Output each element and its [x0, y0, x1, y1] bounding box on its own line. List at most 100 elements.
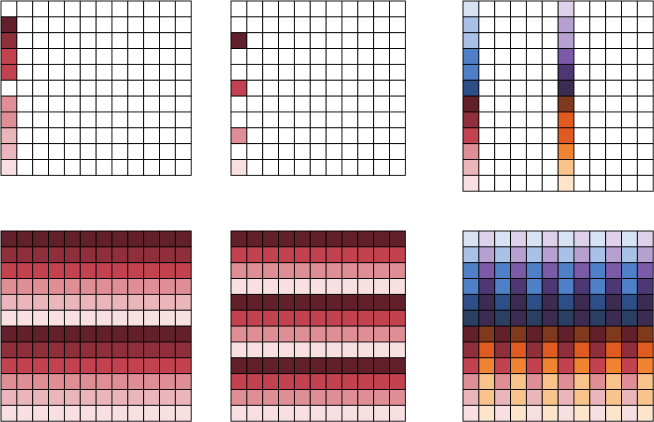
grid-cell: [510, 127, 527, 145]
grid-cell: [589, 0, 607, 18]
grid-cell: [621, 341, 638, 359]
grid-cell: [557, 357, 575, 375]
grid-cell: [95, 373, 113, 390]
grid-cell: [357, 262, 375, 280]
grid-cell: [0, 341, 18, 359]
grid-cell: [278, 111, 295, 129]
grid-cell: [357, 159, 375, 176]
grid-cell: [478, 143, 496, 160]
grid-cell: [573, 111, 591, 129]
grid-cell: [636, 143, 654, 160]
grid-cell: [325, 127, 343, 145]
grid-cell: [636, 389, 654, 406]
grid-cell: [159, 159, 176, 176]
grid-cell: [494, 341, 512, 359]
grid-cell: [557, 111, 575, 129]
grid-cell: [293, 79, 311, 97]
grid-cell: [525, 309, 543, 327]
grid-cell: [389, 262, 406, 280]
grid-cell: [525, 127, 543, 145]
grid-cell: [462, 111, 480, 129]
grid-cell: [636, 32, 654, 50]
grid-cell: [159, 0, 176, 18]
grid-cell: [174, 127, 192, 145]
grid-cell: [357, 127, 375, 145]
grid-cell: [541, 159, 559, 176]
grid-cell: [79, 293, 97, 311]
grid-cell: [557, 230, 575, 248]
grid-cell: [16, 278, 34, 295]
grid-cell: [373, 309, 390, 327]
grid-cell: [95, 246, 113, 264]
grid-cell: [95, 111, 113, 129]
grid-cell: [0, 48, 18, 65]
grid-cell: [230, 95, 248, 113]
grid-cell: [230, 63, 248, 81]
grid-cell: [541, 404, 559, 422]
grid-cell: [16, 325, 34, 343]
grid-cell: [309, 373, 327, 390]
grid-cell: [79, 341, 97, 359]
grid-cell: [293, 389, 311, 406]
grid-cell: [111, 246, 129, 264]
grid-cell: [373, 32, 390, 50]
grid-cell: [246, 262, 264, 280]
grid-cell: [510, 159, 527, 176]
grid-cell: [325, 341, 343, 359]
grid-cell: [462, 143, 480, 160]
grid-cell: [32, 325, 50, 343]
grid-cell: [636, 341, 654, 359]
grid-cell: [262, 357, 280, 375]
grid-cell: [262, 95, 280, 113]
grid-cell: [357, 389, 375, 406]
grid-cell: [32, 246, 50, 264]
grid-cell: [63, 309, 81, 327]
grid-cell: [541, 111, 559, 129]
grid-cell: [16, 341, 34, 359]
grid-cell: [557, 278, 575, 295]
grid-cell: [246, 63, 264, 81]
grid-cell: [494, 373, 512, 390]
grid-cell: [541, 48, 559, 65]
grid-cell: [636, 79, 654, 97]
grid-cell: [95, 262, 113, 280]
grid-cell: [127, 278, 145, 295]
grid-cell: [605, 341, 622, 359]
grid-cell: [159, 111, 176, 129]
grid-cell: [174, 0, 192, 18]
grid-cell: [525, 0, 543, 18]
grid-cell: [111, 262, 129, 280]
grid-cell: [143, 127, 160, 145]
grid-cell: [341, 111, 359, 129]
grid-cell: [589, 48, 607, 65]
grid-cell: [510, 246, 527, 264]
grid-cell: [143, 309, 160, 327]
grid-cell: [557, 389, 575, 406]
grid-cell: [48, 32, 65, 50]
grid-cell: [462, 404, 480, 422]
grid-cell: [541, 127, 559, 145]
grid-cell: [541, 278, 559, 295]
grid-cell: [557, 309, 575, 327]
grid-cell: [573, 0, 591, 18]
grid-cell: [159, 373, 176, 390]
grid-cell: [278, 325, 295, 343]
grid-cell: [357, 63, 375, 81]
grid-cell: [605, 159, 622, 176]
grid-cell: [174, 63, 192, 81]
grid-cell: [541, 357, 559, 375]
grid-cell: [462, 389, 480, 406]
grid-cell: [63, 230, 81, 248]
grid-cell: [48, 127, 65, 145]
grid-cell: [293, 325, 311, 343]
grid-cell: [510, 341, 527, 359]
grid-cell: [159, 325, 176, 343]
grid-cell: [16, 404, 34, 422]
grid-cell: [32, 79, 50, 97]
grid-cell: [589, 404, 607, 422]
grid-cell: [510, 325, 527, 343]
grid-cell: [325, 16, 343, 34]
grid-cell: [462, 230, 480, 248]
grid-cell: [32, 293, 50, 311]
grid-cell: [541, 309, 559, 327]
